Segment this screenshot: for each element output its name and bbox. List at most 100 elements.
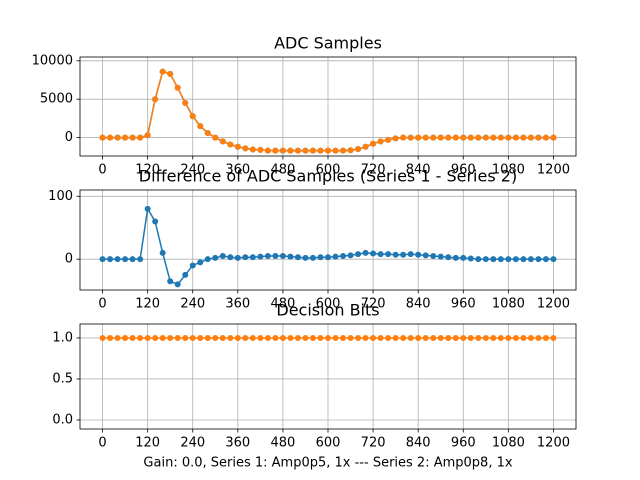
data-point	[535, 334, 542, 341]
data-point	[415, 134, 422, 141]
data-point	[279, 334, 286, 341]
data-point	[167, 278, 174, 285]
x-tick-label: 360	[225, 163, 250, 178]
x-tick-label: 0	[98, 297, 106, 312]
data-point	[159, 249, 166, 256]
x-tick-label: 960	[451, 436, 476, 451]
data-point	[505, 334, 512, 341]
data-point	[279, 147, 286, 154]
x-tick-label: 1080	[492, 436, 525, 451]
data-point	[137, 256, 144, 263]
data-point	[475, 256, 482, 263]
data-point	[535, 134, 542, 141]
data-point	[527, 256, 534, 263]
data-point	[362, 334, 369, 341]
x-tick-label: 840	[406, 436, 431, 451]
data-point	[535, 256, 542, 263]
data-point	[294, 334, 301, 341]
data-point	[129, 334, 136, 341]
data-point	[99, 334, 106, 341]
data-point	[174, 281, 181, 288]
data-point	[340, 334, 347, 341]
data-point	[505, 256, 512, 263]
data-point	[407, 134, 414, 141]
data-point	[467, 255, 474, 262]
data-point	[242, 254, 249, 261]
data-point	[204, 256, 211, 263]
data-point	[287, 147, 294, 154]
x-tick-label: 840	[406, 163, 431, 178]
data-point	[212, 134, 219, 141]
data-point	[475, 134, 482, 141]
data-point	[467, 134, 474, 141]
data-point	[264, 253, 271, 260]
data-point	[212, 334, 219, 341]
x-tick-label: 600	[316, 163, 341, 178]
data-point	[272, 147, 279, 154]
x-tick-label: 360	[225, 297, 250, 312]
data-point	[482, 134, 489, 141]
y-tick-label: 5000	[40, 92, 73, 107]
data-point	[227, 254, 234, 261]
data-point	[197, 334, 204, 341]
data-point	[122, 134, 129, 141]
data-point	[370, 334, 377, 341]
data-point	[377, 334, 384, 341]
data-point	[197, 259, 204, 266]
y-tick-label: 0	[65, 252, 73, 267]
data-point	[497, 256, 504, 263]
data-point	[385, 251, 392, 258]
data-point	[242, 145, 249, 152]
data-point	[189, 262, 196, 269]
data-point	[227, 141, 234, 148]
x-tick-label: 840	[406, 297, 431, 312]
data-point	[204, 129, 211, 136]
data-point	[392, 334, 399, 341]
data-point	[452, 134, 459, 141]
data-point	[152, 218, 159, 225]
data-point	[332, 147, 339, 154]
data-point	[309, 334, 316, 341]
data-point	[317, 147, 324, 154]
x-tick-label: 600	[316, 297, 341, 312]
data-point	[400, 134, 407, 141]
data-point	[107, 134, 114, 141]
y-tick-label: 0	[65, 130, 73, 145]
data-point	[189, 113, 196, 120]
data-point	[144, 132, 151, 139]
data-point	[325, 254, 331, 261]
data-point	[407, 334, 414, 341]
data-point	[234, 334, 241, 341]
data-point	[385, 136, 392, 143]
data-point	[550, 256, 557, 263]
data-point	[452, 334, 459, 341]
data-point	[505, 134, 512, 141]
data-point	[460, 254, 467, 261]
data-point	[219, 253, 226, 260]
data-point	[302, 147, 309, 154]
data-point	[520, 134, 527, 141]
data-point	[415, 334, 422, 341]
data-point	[257, 146, 264, 153]
data-point	[370, 140, 377, 147]
data-point	[257, 334, 264, 341]
x-tick-label: 0	[98, 163, 106, 178]
data-point	[542, 134, 549, 141]
x-tick-label: 1080	[492, 163, 525, 178]
data-point	[279, 253, 286, 260]
data-point	[174, 334, 181, 341]
data-point	[542, 334, 549, 341]
x-tick-label: 1080	[492, 297, 525, 312]
data-point	[264, 147, 271, 154]
subplot-title: Difference of ADC Samples (Series 1 - Se…	[139, 167, 517, 186]
data-point	[467, 334, 474, 341]
data-point	[257, 253, 264, 260]
data-point	[294, 254, 301, 261]
data-point	[520, 334, 527, 341]
data-point	[437, 253, 444, 260]
data-point	[362, 143, 369, 150]
data-point	[497, 134, 504, 141]
data-point	[370, 250, 377, 257]
data-point	[362, 249, 369, 256]
data-point	[475, 334, 482, 341]
